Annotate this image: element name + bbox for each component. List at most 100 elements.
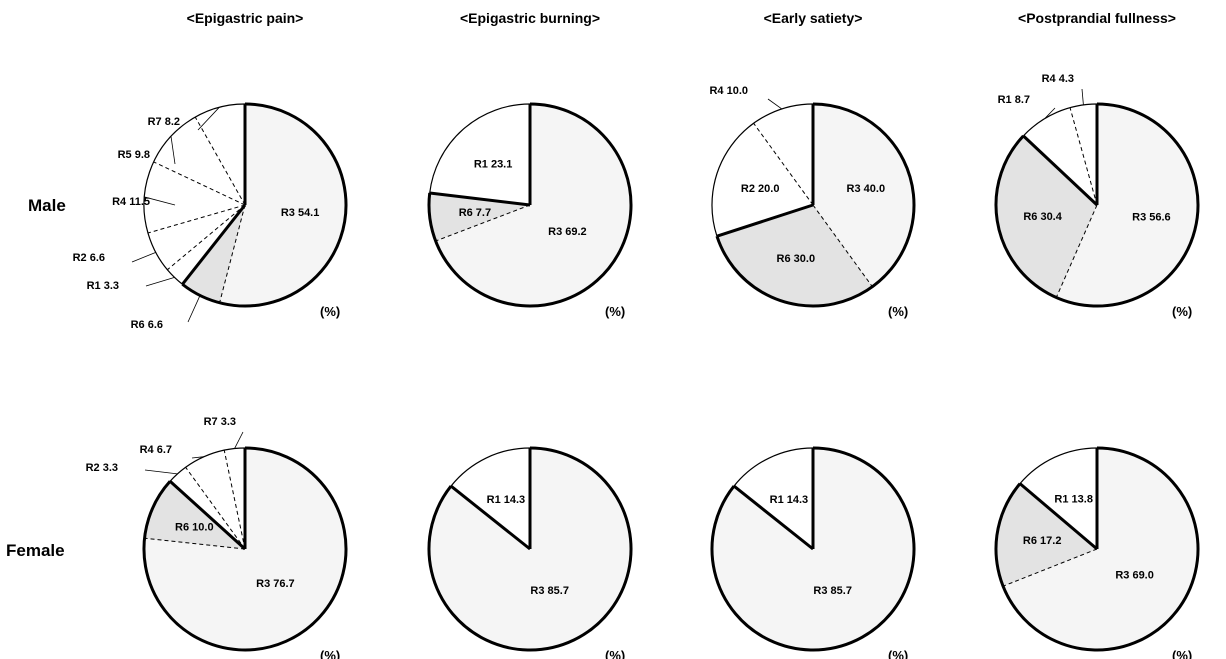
slice-r3 — [435, 104, 631, 306]
slice-label-r1: R1 14.3 — [770, 494, 809, 506]
pie-male-4: R3 56.6 R6 30.4 R1 8.7 R4 4.3 (%) — [994, 73, 1200, 319]
outline-thick — [994, 446, 1200, 652]
unit-label: (%) — [1172, 304, 1192, 319]
slice-label-r3: R3 85.7 — [813, 585, 852, 597]
group-boundary — [429, 191, 531, 207]
slice-r2 — [711, 123, 813, 237]
outline-thick — [994, 102, 1200, 308]
unit-label: (%) — [320, 304, 340, 319]
slice-boundary — [812, 204, 873, 288]
outline-thin — [169, 447, 246, 482]
column-title-epigastric-pain: <Epigastric pain> — [187, 10, 304, 26]
slice-r6 — [995, 483, 1097, 587]
slice-label-r4: R4 10.0 — [709, 85, 748, 97]
leader-line — [131, 251, 156, 263]
pie-male-3: R3 40.0 R6 30.0 R2 20.0 R4 10.0 (%) — [709, 85, 916, 319]
group-boundary — [733, 484, 814, 551]
slice-label-r3: R3 54.1 — [281, 207, 320, 219]
slice-label-r6: R6 30.4 — [1023, 211, 1062, 223]
row-label-male: Male — [28, 196, 66, 215]
slice-boundary — [144, 537, 246, 550]
leader-line — [187, 295, 201, 323]
outline-thin — [143, 103, 246, 285]
slice-label-r6: R6 10.0 — [175, 521, 214, 533]
outline-thin — [429, 103, 531, 194]
slice-boundary — [185, 466, 246, 550]
unit-label: (%) — [888, 304, 908, 319]
unit-label: (%) — [888, 648, 908, 659]
slice-label-r7: R7 8.2 — [148, 116, 180, 128]
group-boundary — [450, 484, 531, 551]
outline-thin — [711, 103, 814, 237]
slice-label-r3: R3 56.6 — [1132, 211, 1171, 223]
leader-line — [170, 136, 176, 165]
leader-line — [767, 98, 783, 110]
slice-label-r6: R6 6.6 — [131, 319, 163, 331]
slice-label-r5: R5 9.8 — [118, 149, 150, 161]
slice-label-r2: R2 3.3 — [86, 462, 118, 474]
leader-line — [1081, 88, 1084, 105]
slice-r3 — [813, 104, 915, 287]
slice-label-r6: R6 7.7 — [459, 207, 491, 219]
outline-thin — [1019, 447, 1098, 485]
outline-thin — [1022, 103, 1098, 137]
outline-thick — [715, 102, 916, 308]
slice-label-r1: R1 14.3 — [487, 494, 526, 506]
slice-label-r7: R7 3.3 — [204, 416, 236, 428]
leader-line — [234, 431, 244, 449]
leader-line — [145, 276, 175, 287]
slice-boundary — [435, 204, 531, 242]
slice-label-r6: R6 30.0 — [777, 253, 816, 265]
group-boundary — [1019, 482, 1098, 551]
slice-boundary — [1055, 204, 1098, 298]
leader-line — [1044, 107, 1056, 119]
slice-label-r1: R1 13.8 — [1054, 494, 1093, 506]
unit-label: (%) — [1172, 648, 1192, 659]
slice-r2 — [170, 467, 245, 549]
slice-boundary — [223, 450, 246, 550]
pie-male-1: R3 54.1 R6 6.6 R1 3.3 R2 6.6 R4 11.5 R5 9.8 R7… — [73, 102, 348, 331]
slice-label-r3: R3 69.2 — [548, 226, 587, 238]
outline-thick — [181, 102, 348, 308]
slice-boundary — [1069, 107, 1098, 206]
slice-r6 — [428, 192, 530, 241]
outline-thick — [427, 446, 633, 652]
group-boundary — [181, 204, 247, 286]
slice-r4 — [753, 104, 813, 205]
slice-label-r1: R1 3.3 — [87, 280, 119, 292]
outline-thin — [733, 447, 814, 487]
slice-boundary — [219, 204, 246, 303]
row-label-female: Female — [6, 541, 65, 560]
slice-r1 — [429, 104, 530, 205]
slice-r3 — [1056, 104, 1199, 306]
slice-r3 — [219, 104, 347, 306]
slice-label-r4: R4 6.7 — [140, 444, 172, 456]
pie-male-2: R3 69.2 R6 7.7 R1 23.1 (%) — [427, 102, 633, 319]
slice-r1 — [1023, 107, 1097, 205]
slice-r7 — [195, 104, 245, 205]
slice-label-r1: R1 23.1 — [474, 158, 513, 170]
slice-boundary — [1002, 548, 1098, 587]
slice-label-r1: R1 8.7 — [998, 94, 1030, 106]
slice-label-r4: R4 11.5 — [112, 196, 150, 208]
group-boundary — [716, 203, 814, 238]
slice-label-r3: R3 76.7 — [256, 578, 295, 590]
slice-r1 — [1019, 448, 1097, 549]
slice-r6 — [182, 205, 245, 303]
column-title-postprandial-fullness: <Postprandial fullness> — [1018, 10, 1176, 26]
outline-thick — [142, 446, 348, 652]
column-title-early-satiety: <Early satiety> — [764, 10, 863, 26]
slice-r2 — [147, 205, 245, 270]
slice-r1 — [733, 448, 813, 549]
slice-boundary — [147, 204, 246, 234]
leader-line — [144, 469, 178, 475]
slice-r1 — [450, 448, 530, 549]
outline-thick — [427, 102, 633, 308]
slice-boundary — [194, 116, 246, 206]
slice-label-r2: R2 6.6 — [73, 252, 105, 264]
group-boundary — [169, 480, 247, 551]
slice-r5 — [153, 117, 245, 205]
slice-label-r3: R3 85.7 — [530, 585, 569, 597]
unit-label: (%) — [605, 648, 625, 659]
